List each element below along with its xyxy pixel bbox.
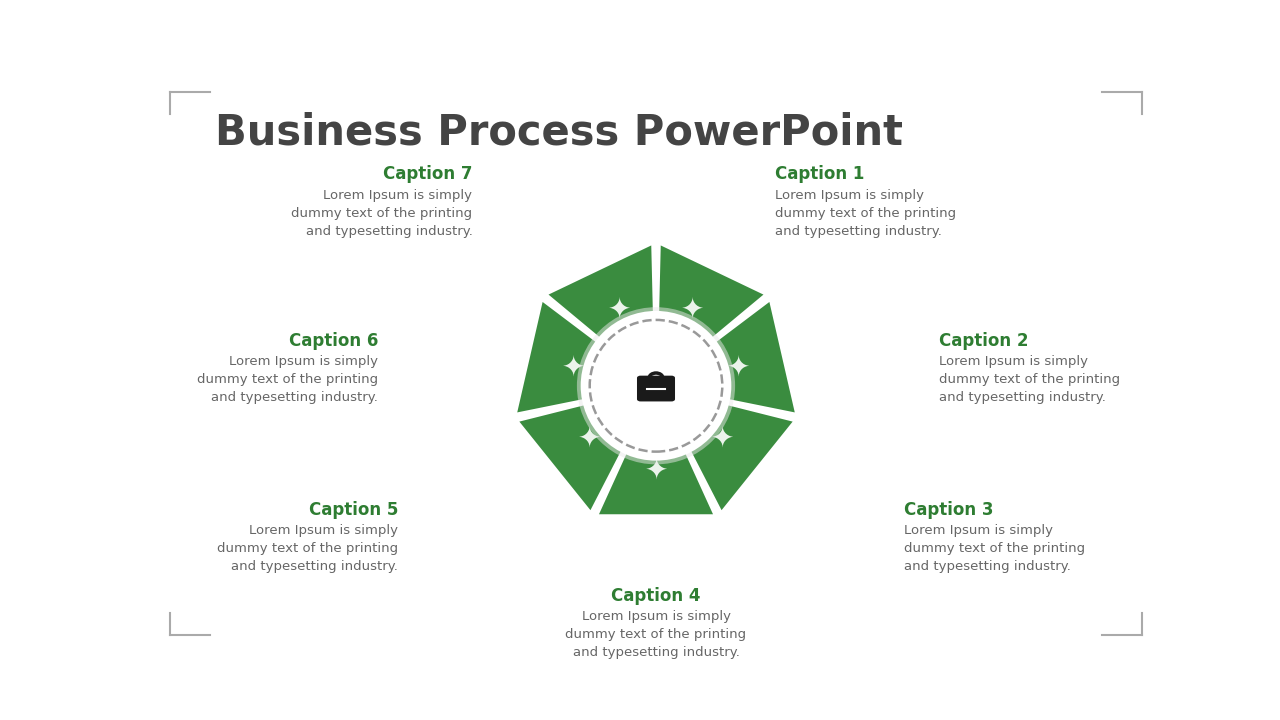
- Text: ✦: ✦: [562, 353, 585, 381]
- Polygon shape: [517, 386, 657, 513]
- Text: ✦: ✦: [579, 424, 602, 452]
- Text: Caption 3: Caption 3: [904, 501, 993, 519]
- Text: ✦: ✦: [710, 424, 733, 452]
- Text: Lorem Ipsum is simply
dummy text of the printing
and typesetting industry.: Lorem Ipsum is simply dummy text of the …: [292, 189, 472, 238]
- Text: Caption 2: Caption 2: [938, 332, 1028, 350]
- Text: Lorem Ipsum is simply
dummy text of the printing
and typesetting industry.: Lorem Ipsum is simply dummy text of the …: [216, 524, 398, 573]
- Text: Caption 7: Caption 7: [383, 166, 472, 184]
- Polygon shape: [657, 386, 795, 513]
- FancyBboxPatch shape: [637, 377, 675, 401]
- Polygon shape: [657, 300, 796, 414]
- Text: Caption 6: Caption 6: [289, 332, 379, 350]
- Text: Caption 4: Caption 4: [612, 587, 700, 605]
- Polygon shape: [596, 386, 716, 516]
- Text: Caption 1: Caption 1: [776, 166, 864, 184]
- Text: ✦: ✦: [608, 296, 631, 324]
- Text: Lorem Ipsum is simply
dummy text of the printing
and typesetting industry.: Lorem Ipsum is simply dummy text of the …: [776, 189, 956, 238]
- Text: ✦: ✦: [644, 456, 668, 484]
- Text: Lorem Ipsum is simply
dummy text of the printing
and typesetting industry.: Lorem Ipsum is simply dummy text of the …: [904, 524, 1085, 573]
- Text: ✦: ✦: [727, 353, 750, 381]
- Text: ✦: ✦: [681, 296, 704, 324]
- Ellipse shape: [577, 307, 735, 464]
- Text: Lorem Ipsum is simply
dummy text of the printing
and typesetting industry.: Lorem Ipsum is simply dummy text of the …: [197, 355, 379, 405]
- Polygon shape: [516, 300, 657, 414]
- Text: Lorem Ipsum is simply
dummy text of the printing
and typesetting industry.: Lorem Ipsum is simply dummy text of the …: [938, 355, 1120, 405]
- Polygon shape: [657, 243, 765, 386]
- Ellipse shape: [581, 311, 731, 461]
- Text: Lorem Ipsum is simply
dummy text of the printing
and typesetting industry.: Lorem Ipsum is simply dummy text of the …: [566, 611, 746, 660]
- Polygon shape: [547, 243, 657, 386]
- Text: Business Process PowerPoint: Business Process PowerPoint: [215, 112, 902, 153]
- Text: Caption 5: Caption 5: [308, 501, 398, 519]
